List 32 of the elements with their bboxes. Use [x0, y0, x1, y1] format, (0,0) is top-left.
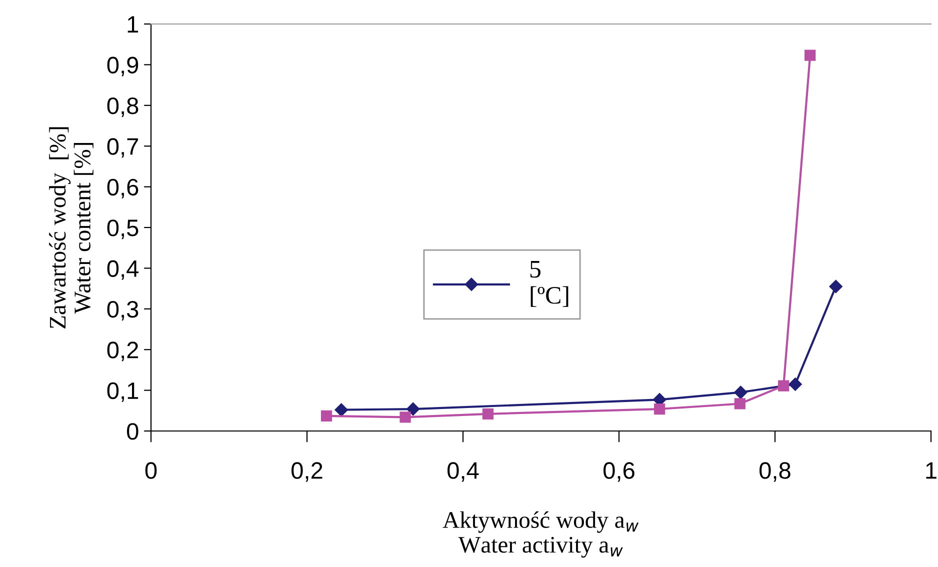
y-tick-label: 0,5 [107, 220, 138, 240]
y-tick-label: 0,9 [107, 56, 138, 76]
point [804, 50, 816, 61]
x-tick-label: 0,6 [604, 462, 634, 482]
point [400, 412, 411, 423]
y-tick-label: 0,8 [107, 97, 138, 117]
point [788, 378, 802, 391]
x-axis-title: Aktywność wody a$_{w}$ Water activity a$_{w}$ [442, 511, 639, 558]
point [734, 386, 748, 399]
legend-label: 5 [ºC] [530, 261, 568, 307]
y-axis-title: Zawartość wody [%] Water content [%] [49, 127, 94, 328]
y-tick-label: 0,3 [107, 300, 138, 320]
point [482, 408, 494, 420]
x-tick-label: 0,4 [448, 462, 479, 482]
x-tick-label: 0,8 [760, 462, 790, 482]
point [334, 403, 348, 416]
y-tick-label: 0,4 [107, 260, 139, 280]
point [320, 410, 332, 422]
y-tick-label: 0,2 [107, 342, 138, 362]
x-tick-label: 0,2 [292, 462, 322, 482]
point [829, 280, 842, 294]
point [778, 380, 790, 392]
y-tick-label: 0,6 [107, 178, 138, 198]
x-tick-label: 1 [926, 462, 936, 479]
point [654, 403, 666, 415]
y-tick-label: 0 [126, 423, 138, 440]
y-tick-label: 0,1 [107, 382, 138, 402]
y-tick-label: 0,7 [107, 138, 138, 158]
x-tick-label: 0 [145, 462, 157, 479]
point [406, 402, 420, 416]
y-tick-label: 1 [128, 16, 138, 33]
point [734, 398, 746, 410]
